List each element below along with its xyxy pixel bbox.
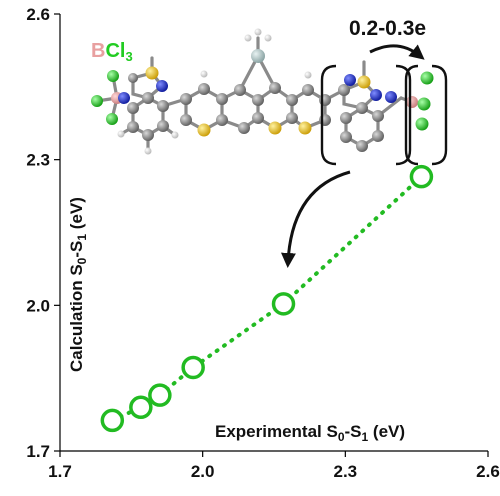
x-tick-label: 2.6 — [476, 462, 500, 481]
series-points — [100, 164, 434, 433]
data-point — [100, 408, 125, 433]
charge-transfer-label: 0.2-0.3e — [349, 17, 426, 40]
y-tick-label: 2.0 — [26, 296, 50, 315]
data-point — [181, 355, 205, 380]
y-tick-label: 2.6 — [26, 5, 50, 24]
axis-ticks: 1.7 2.0 2.3 2.6 1.7 2.0 2.3 2.6 — [26, 5, 499, 481]
x-tick-label: 2.3 — [334, 462, 358, 481]
bcl3-sub: 3 — [125, 49, 132, 64]
data-point — [409, 164, 434, 189]
y-tick-label: 2.3 — [26, 151, 50, 170]
x-axis-title: Experimental S0-S1 (eV) — [215, 422, 405, 444]
bcl3-label: BCl3 — [91, 40, 133, 64]
bcl3-cl: Cl — [105, 40, 125, 62]
plot-axes — [59, 14, 488, 452]
y-axis-title: Calculation S0-S1 (eV) — [67, 197, 89, 372]
y-tick-label: 1.7 — [26, 442, 50, 461]
data-point — [271, 292, 296, 316]
bcl3-b: B — [91, 40, 105, 62]
curved-arrow-icon — [281, 170, 351, 268]
x-tick-label: 2.0 — [191, 462, 215, 481]
data-point — [129, 395, 153, 420]
curved-arrow-icon — [369, 44, 425, 60]
data-point — [148, 383, 172, 407]
x-tick-label: 1.7 — [48, 462, 72, 481]
molecule-structure-icon — [91, 28, 448, 166]
fragment-brackets — [320, 64, 448, 166]
